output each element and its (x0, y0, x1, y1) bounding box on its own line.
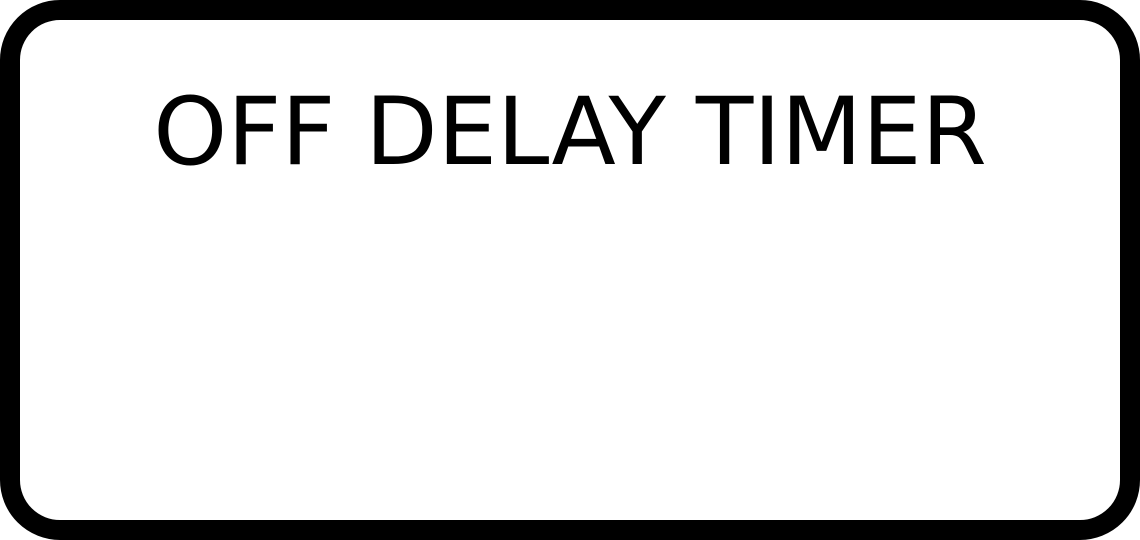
label-title: OFF DELAY TIMER (153, 78, 987, 187)
